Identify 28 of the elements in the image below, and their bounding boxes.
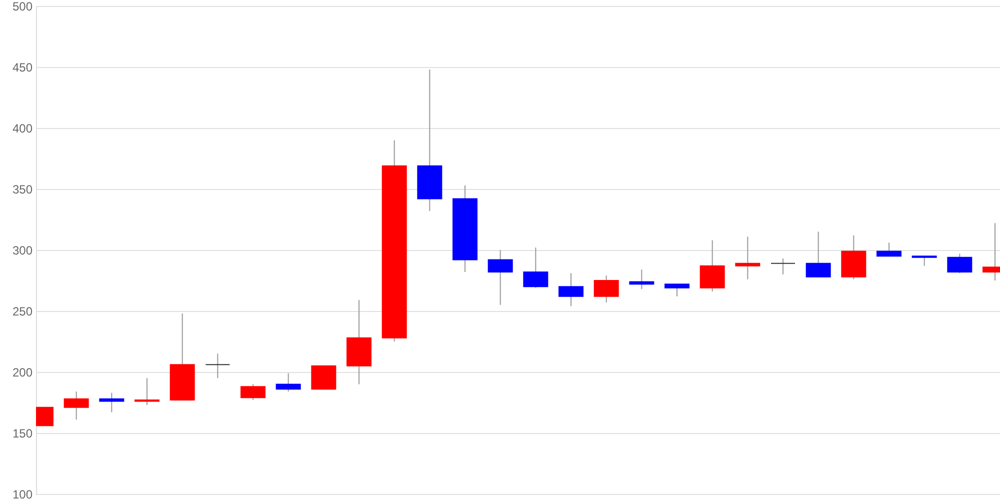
candlestick bbox=[735, 236, 760, 280]
y-tick-label: 450 bbox=[12, 60, 33, 74]
candlestick bbox=[664, 284, 690, 297]
candlestick bbox=[205, 353, 230, 379]
candlestick bbox=[629, 269, 654, 290]
y-tick-label: 150 bbox=[12, 426, 33, 440]
candlestick bbox=[311, 365, 336, 390]
candlestick bbox=[134, 378, 160, 406]
y-tick-label: 250 bbox=[12, 304, 33, 318]
candlestick bbox=[700, 240, 725, 292]
candlestick bbox=[523, 247, 548, 288]
candlestick bbox=[806, 231, 831, 278]
y-tick-label: 300 bbox=[12, 244, 33, 258]
candlestick bbox=[64, 391, 89, 420]
candlestick bbox=[276, 372, 301, 392]
candlestick bbox=[876, 242, 902, 257]
y-tick-label: 200 bbox=[12, 366, 33, 380]
candlestick bbox=[947, 253, 972, 274]
candlestick bbox=[558, 272, 584, 307]
candlestick bbox=[594, 275, 619, 303]
y-tick-label: 400 bbox=[12, 122, 33, 136]
candlestick bbox=[99, 392, 124, 413]
candlestick bbox=[912, 256, 937, 266]
y-tick-label: 100 bbox=[12, 488, 33, 500]
candlestick bbox=[770, 258, 796, 275]
y-tick-label: 350 bbox=[12, 182, 33, 196]
y-tick-label: 500 bbox=[12, 0, 33, 14]
candlestick bbox=[240, 384, 266, 401]
